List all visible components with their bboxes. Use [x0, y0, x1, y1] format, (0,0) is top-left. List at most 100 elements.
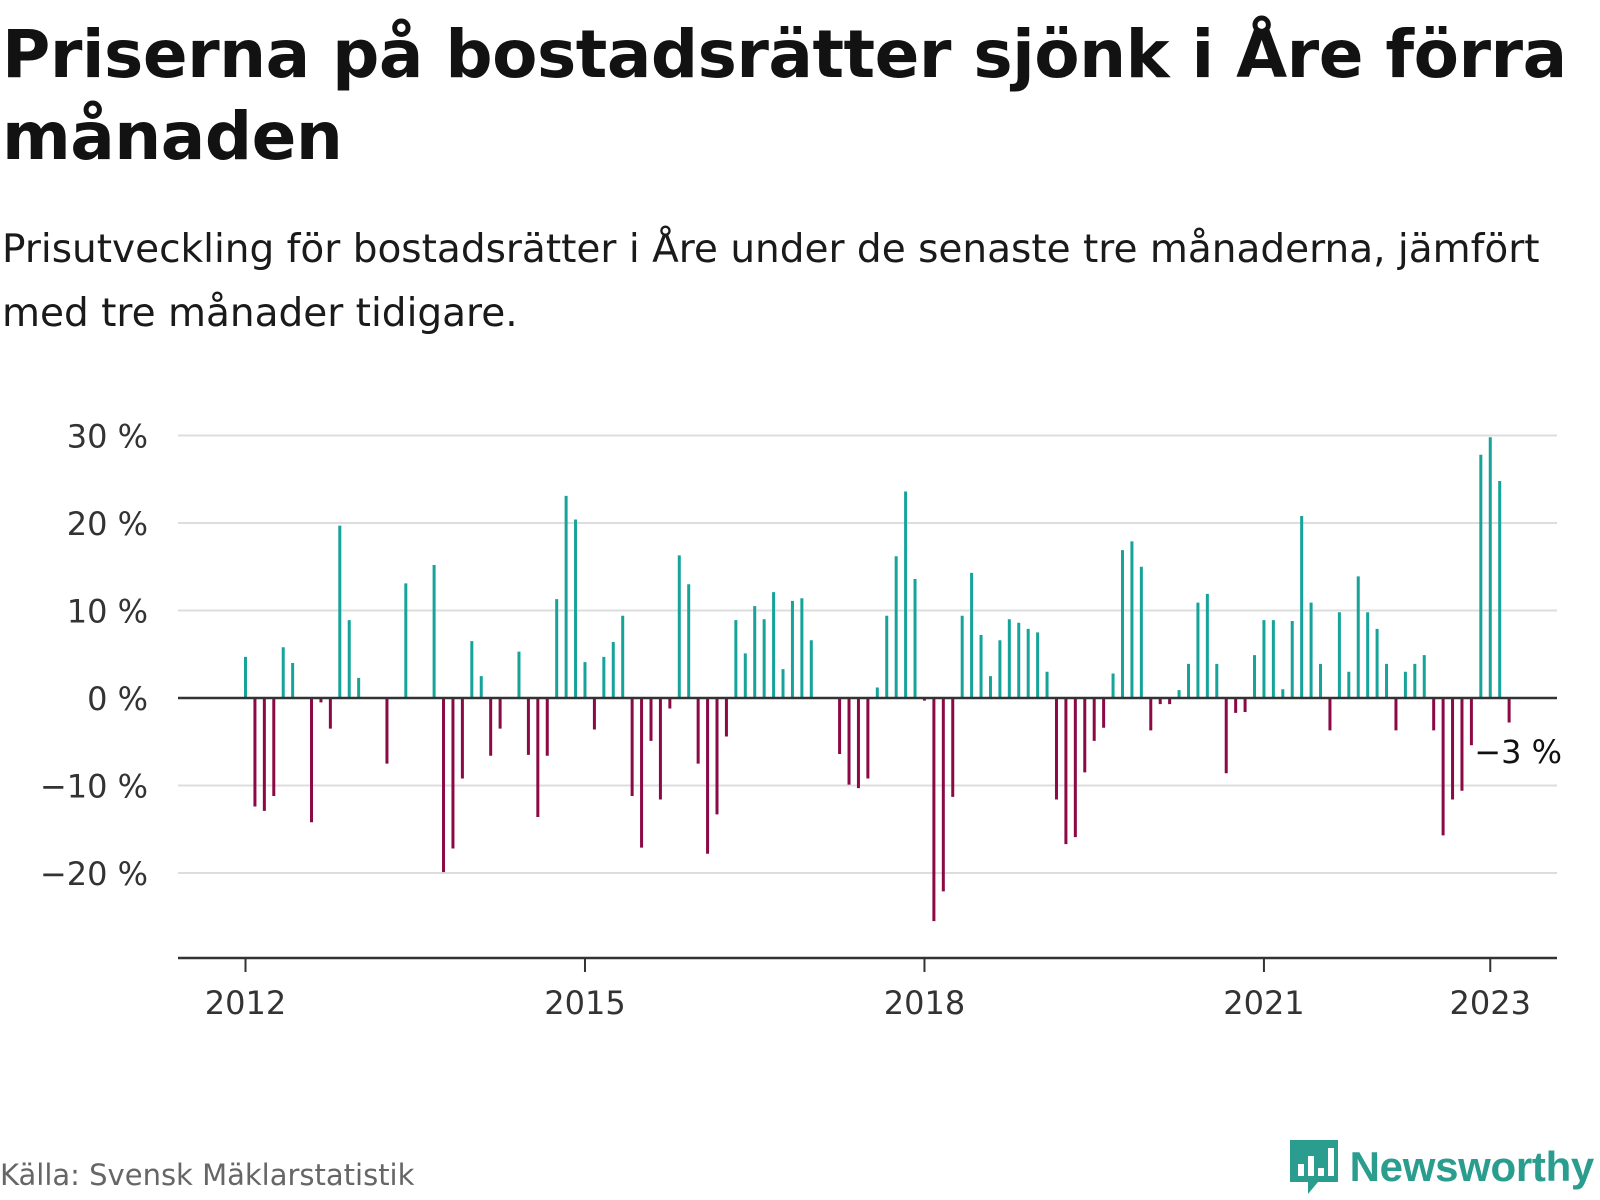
y-tick-label: −20 % — [40, 855, 148, 893]
bar — [960, 615, 964, 698]
bar — [696, 698, 700, 764]
bar — [1177, 690, 1181, 698]
bar — [1130, 541, 1134, 698]
bar — [262, 698, 266, 811]
brand-logo: Newsworthy — [1288, 1138, 1594, 1196]
y-tick-label: −10 % — [40, 768, 148, 806]
chart-subtitle: Prisutveckling för bostadsrätter i Åre u… — [2, 227, 1540, 336]
bar — [706, 698, 710, 854]
bar — [790, 600, 794, 698]
annotations: −3 % — [1470, 729, 1566, 775]
bar — [517, 651, 521, 698]
bar — [564, 495, 568, 698]
bar — [432, 565, 436, 698]
bar — [1441, 698, 1445, 836]
bar — [1092, 698, 1096, 741]
bar — [951, 698, 955, 797]
x-tick-label: 2018 — [884, 984, 965, 1022]
bar — [847, 698, 851, 785]
bar — [762, 619, 766, 698]
bar — [1290, 621, 1294, 698]
chart-title: Priserna på bostadsrätter sjönk i Åre fö… — [2, 16, 1567, 175]
bar — [998, 640, 1002, 698]
bar — [1432, 698, 1436, 731]
bar — [1300, 516, 1304, 698]
chart-bubble-icon — [1289, 1140, 1338, 1194]
bar-chart: 30 %20 %10 %0 %−10 %−20 % 2012 2015 2018 20… — [39, 417, 1566, 1022]
bar — [677, 555, 681, 698]
bar — [970, 572, 974, 698]
bar — [1309, 602, 1313, 698]
bar — [1073, 698, 1077, 838]
x-axis-labels: 2012 2015 2018 2021 2023 — [205, 958, 1531, 1022]
bar — [800, 598, 804, 698]
bar — [1281, 689, 1285, 698]
bar — [1271, 620, 1275, 698]
y-tick-label: 10 % — [67, 593, 148, 631]
bar — [658, 698, 662, 800]
bar — [1498, 481, 1502, 698]
bar — [385, 698, 389, 764]
bar — [357, 677, 361, 698]
bar — [1243, 698, 1247, 712]
bar — [885, 615, 889, 698]
x-tick-label: 2023 — [1450, 984, 1531, 1022]
bar — [1460, 698, 1464, 791]
bar — [904, 491, 908, 698]
bar — [621, 615, 625, 698]
bar — [941, 698, 945, 892]
bar — [1064, 698, 1068, 845]
bar — [536, 698, 540, 817]
y-tick-label: 30 % — [67, 418, 148, 456]
source-note: Källa: Svensk Mäklarstatistik — [0, 1158, 415, 1192]
bar — [753, 606, 757, 698]
bar — [489, 698, 493, 756]
x-tick-label: 2015 — [544, 984, 625, 1022]
bar — [1215, 663, 1219, 698]
bar — [1422, 655, 1426, 698]
bar — [1045, 671, 1049, 698]
bar — [988, 676, 992, 698]
bar — [244, 656, 247, 698]
bar — [1403, 671, 1407, 698]
bar — [1149, 698, 1153, 731]
bar — [272, 698, 276, 796]
bar — [932, 698, 936, 922]
bar — [611, 642, 615, 698]
bar — [1196, 602, 1200, 698]
x-tick-label: 2021 — [1223, 984, 1304, 1022]
y-tick-label: 20 % — [67, 505, 148, 543]
bar — [574, 519, 578, 698]
bar — [668, 698, 672, 709]
bar — [470, 641, 474, 698]
bar — [1479, 454, 1483, 698]
bar — [442, 698, 446, 873]
brand-name: Newsworthy — [1349, 1143, 1595, 1190]
bar — [1168, 698, 1172, 705]
bar — [922, 698, 926, 701]
bar — [1356, 576, 1360, 698]
bar — [347, 620, 351, 698]
bar — [1234, 698, 1238, 713]
bar — [781, 669, 785, 698]
bar — [734, 620, 738, 698]
bar — [328, 698, 332, 729]
axes — [178, 696, 1557, 960]
bar — [1017, 622, 1021, 698]
bar — [1253, 655, 1257, 698]
bar — [338, 525, 342, 698]
bar — [281, 647, 285, 698]
bar — [1036, 632, 1040, 698]
y-axis-labels: 30 % 20 % 10 % 0 % −10 % −20 % — [40, 418, 148, 894]
bar — [526, 698, 530, 755]
bar — [724, 698, 728, 737]
bar — [1083, 698, 1087, 773]
bar — [979, 635, 983, 698]
bar — [1319, 663, 1323, 698]
bar — [640, 698, 644, 848]
bar — [1451, 698, 1455, 800]
bar — [1328, 698, 1332, 731]
bar — [1375, 628, 1379, 698]
bar — [319, 698, 323, 703]
bar — [451, 698, 455, 849]
